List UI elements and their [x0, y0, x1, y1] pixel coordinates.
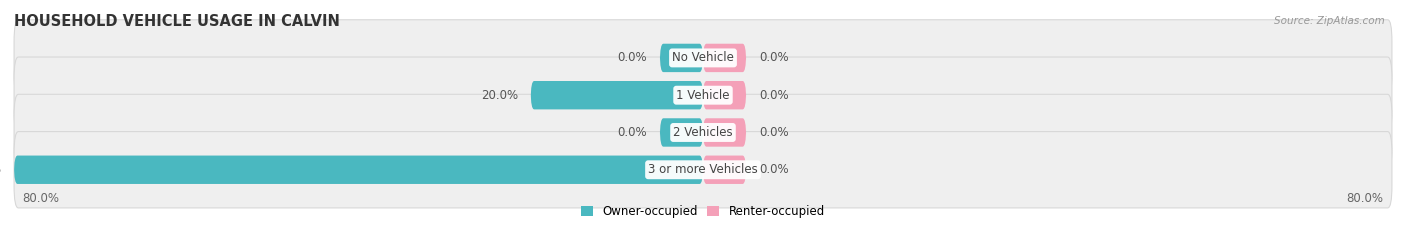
Text: HOUSEHOLD VEHICLE USAGE IN CALVIN: HOUSEHOLD VEHICLE USAGE IN CALVIN	[14, 14, 340, 29]
Text: 80.0%: 80.0%	[22, 192, 59, 205]
Text: 0.0%: 0.0%	[759, 163, 789, 176]
FancyBboxPatch shape	[14, 20, 1392, 96]
FancyBboxPatch shape	[531, 81, 703, 110]
FancyBboxPatch shape	[659, 118, 703, 147]
Text: 0.0%: 0.0%	[759, 89, 789, 102]
FancyBboxPatch shape	[14, 156, 703, 184]
Text: No Vehicle: No Vehicle	[672, 51, 734, 64]
Text: 80.0%: 80.0%	[1347, 192, 1384, 205]
Text: Source: ZipAtlas.com: Source: ZipAtlas.com	[1274, 16, 1385, 26]
FancyBboxPatch shape	[703, 44, 747, 72]
Text: 3 or more Vehicles: 3 or more Vehicles	[648, 163, 758, 176]
FancyBboxPatch shape	[703, 156, 747, 184]
FancyBboxPatch shape	[14, 94, 1392, 171]
FancyBboxPatch shape	[14, 57, 1392, 133]
Text: 2 Vehicles: 2 Vehicles	[673, 126, 733, 139]
Text: 0.0%: 0.0%	[759, 51, 789, 64]
Legend: Owner-occupied, Renter-occupied: Owner-occupied, Renter-occupied	[581, 205, 825, 218]
Text: 0.0%: 0.0%	[617, 51, 647, 64]
Text: 20.0%: 20.0%	[481, 89, 517, 102]
Text: 0.0%: 0.0%	[759, 126, 789, 139]
FancyBboxPatch shape	[703, 118, 747, 147]
FancyBboxPatch shape	[703, 81, 747, 110]
Text: 1 Vehicle: 1 Vehicle	[676, 89, 730, 102]
FancyBboxPatch shape	[659, 44, 703, 72]
Text: 0.0%: 0.0%	[617, 126, 647, 139]
FancyBboxPatch shape	[14, 132, 1392, 208]
